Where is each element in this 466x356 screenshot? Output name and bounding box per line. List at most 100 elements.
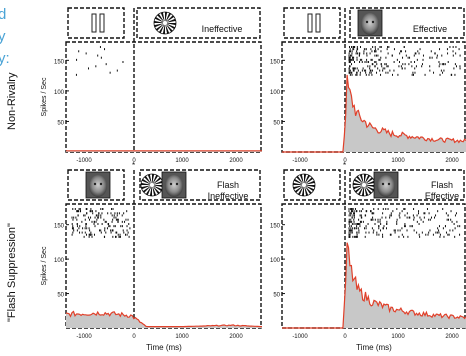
- x-tick-label: 2000: [445, 334, 459, 340]
- face-eye: [169, 182, 173, 186]
- psth-line: [65, 310, 262, 328]
- y-tick-label: 150: [270, 224, 281, 230]
- x-tick-label: 2000: [229, 334, 243, 340]
- burst-spoke: [364, 174, 371, 185]
- burst-spoke: [356, 175, 364, 185]
- burst-spoke: [165, 18, 176, 23]
- burst-spoke: [165, 12, 172, 23]
- burst-spoke: [152, 180, 163, 185]
- face-photo-icon: [85, 171, 111, 199]
- psth-area: [282, 74, 466, 152]
- burst-spoke: [165, 23, 170, 34]
- x-tick-label: 0: [343, 334, 347, 340]
- radial-burst-icon: [352, 173, 376, 197]
- x-tick-label: 1000: [391, 158, 405, 164]
- burst-spoke: [293, 185, 304, 190]
- burst-spoke: [145, 185, 152, 196]
- burst-spoke: [155, 23, 165, 31]
- burst-spoke: [361, 185, 364, 196]
- grating-icon: [91, 13, 97, 33]
- stimulus-box-pre: [283, 169, 341, 201]
- burst-spoke: [293, 178, 304, 185]
- side-text-line: y:: [0, 50, 10, 67]
- burst-spoke: [296, 175, 304, 185]
- burst-spoke: [299, 174, 304, 185]
- burst-spoke: [149, 185, 152, 196]
- burst-spoke: [165, 12, 168, 23]
- y-tick-label: 50: [273, 293, 280, 299]
- burst-center: [163, 21, 167, 25]
- burst-spoke: [364, 185, 375, 188]
- psth-line: [282, 242, 466, 329]
- psth-area: [282, 242, 466, 328]
- burst-spoke: [364, 177, 374, 185]
- burst-spoke: [157, 13, 165, 23]
- burst-spoke: [141, 182, 152, 185]
- burst-spoke: [142, 185, 152, 193]
- burst-spoke: [162, 23, 165, 34]
- x-tick-label: 2000: [445, 158, 459, 164]
- burst-spoke: [294, 185, 304, 193]
- x-tick-label: -1000: [76, 158, 92, 164]
- y-tick-label: 100: [54, 90, 65, 96]
- face-eye: [175, 182, 179, 186]
- x-axis-label: Time (ms): [356, 343, 392, 352]
- x-tick-label: -1000: [292, 158, 308, 164]
- panel-label: Effective: [425, 191, 459, 201]
- psth-area: [66, 311, 262, 328]
- grating-icon: [307, 13, 313, 33]
- face-shape: [361, 13, 379, 35]
- y-tick-label: 150: [270, 59, 281, 65]
- burst-spoke: [293, 182, 304, 185]
- x-tick-label: 2000: [229, 158, 243, 164]
- panel-label: Ineffective: [208, 191, 249, 201]
- stimulus-box-post: [349, 7, 465, 39]
- burst-spoke: [297, 185, 304, 196]
- burst-spoke: [147, 174, 152, 185]
- stimulus-box-post: [139, 169, 261, 201]
- burst-spoke: [304, 185, 309, 196]
- face-shape: [165, 175, 183, 197]
- x-tick-label: -1000: [292, 334, 308, 340]
- stimulus-box-post: [349, 169, 465, 201]
- y-tick-label: 50: [57, 120, 64, 126]
- burst-spoke: [359, 174, 364, 185]
- burst-spoke: [152, 174, 159, 185]
- stimulus-box-post: [136, 7, 261, 39]
- x-tick-label: -1000: [76, 334, 92, 340]
- radial-burst-icon: [153, 11, 177, 35]
- x-tick-label: 1000: [175, 158, 189, 164]
- panel-label: Effective: [413, 24, 447, 34]
- burst-spoke: [304, 185, 312, 195]
- face-shape: [89, 175, 107, 197]
- face-eye: [371, 20, 375, 24]
- face-eye: [365, 20, 369, 24]
- face-eye: [381, 182, 385, 186]
- panel-nr-ineffective: Ineffective 150 100 50 -1000 0 1000 2000 Spikes …: [41, 7, 262, 164]
- y-tick-label: 150: [54, 59, 65, 65]
- x-tick-label: 1000: [175, 334, 189, 340]
- y-axis-label: Spikes / Sec: [41, 77, 48, 116]
- burst-spoke: [364, 185, 369, 196]
- burst-spoke: [304, 174, 311, 185]
- burst-spoke: [304, 174, 307, 185]
- burst-spoke: [152, 185, 157, 196]
- burst-spoke: [141, 178, 152, 185]
- burst-spoke: [353, 185, 364, 190]
- radial-burst-icon: [292, 173, 316, 197]
- y-tick-label: 150: [54, 224, 65, 230]
- x-tick-label: 0: [132, 334, 136, 340]
- face-photo-icon: [373, 171, 399, 199]
- burst-spoke: [152, 185, 163, 188]
- x-axis-label: Time (ms): [146, 343, 182, 352]
- y-tick-label: 50: [273, 120, 280, 126]
- burst-spoke: [354, 185, 364, 193]
- face-eye: [99, 182, 103, 186]
- x-tick-label: 0: [343, 158, 347, 164]
- burst-spoke: [152, 185, 163, 192]
- side-text: d y y:: [0, 4, 10, 70]
- burst-center: [302, 183, 306, 187]
- burst-spoke: [144, 175, 152, 185]
- y-tick-label: 50: [57, 293, 64, 299]
